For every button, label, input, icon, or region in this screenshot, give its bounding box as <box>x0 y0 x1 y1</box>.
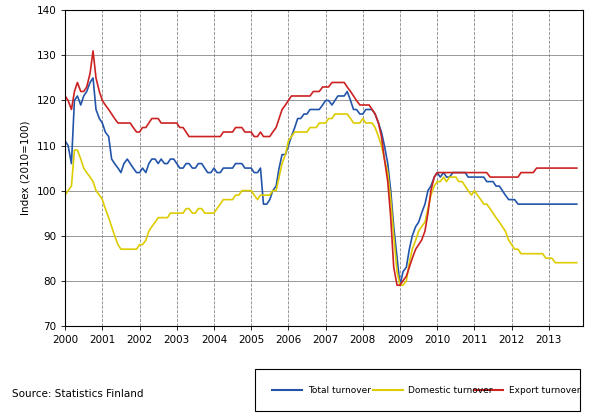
Text: Total turnover: Total turnover <box>308 386 371 395</box>
Text: Export turnover: Export turnover <box>509 386 581 395</box>
Text: Source: Statistics Finland: Source: Statistics Finland <box>12 389 143 399</box>
Text: Domestic turnover: Domestic turnover <box>408 386 493 395</box>
Y-axis label: Index (2010=100): Index (2010=100) <box>21 121 31 215</box>
